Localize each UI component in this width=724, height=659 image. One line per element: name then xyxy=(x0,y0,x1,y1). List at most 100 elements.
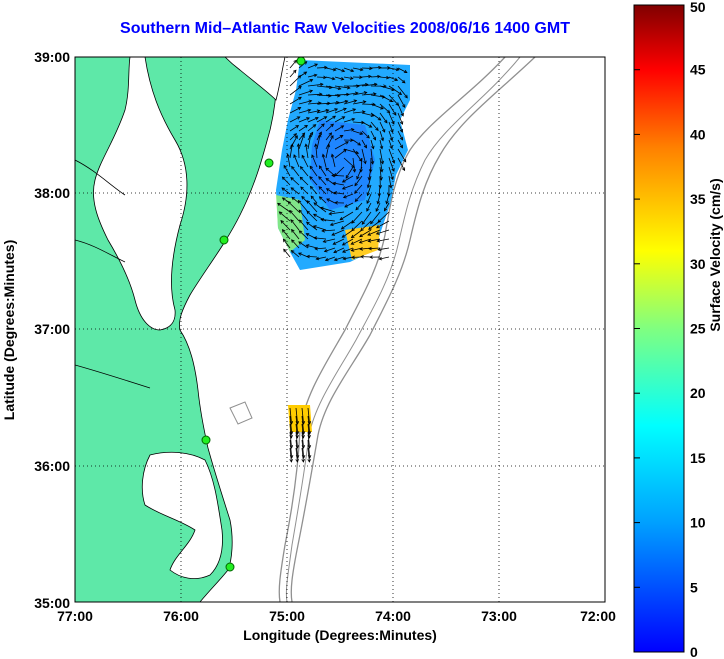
velocity-arrowhead xyxy=(319,82,324,87)
velocity-arrow xyxy=(351,247,363,252)
velocity-arrow xyxy=(295,439,299,458)
velocity-arrow xyxy=(370,94,385,98)
velocity-arrowhead xyxy=(341,234,346,238)
radar-station-marker xyxy=(296,57,306,66)
velocity-arrowhead xyxy=(308,99,313,104)
velocity-arrow xyxy=(368,166,372,180)
velocity-arrow xyxy=(343,256,354,260)
velocity-arrow xyxy=(388,166,394,180)
x-tick-label: 74:00 xyxy=(375,608,411,624)
velocity-arrow xyxy=(361,211,372,225)
velocity-arrow xyxy=(379,166,382,180)
velocity-arrow xyxy=(397,85,408,99)
velocity-arrow xyxy=(307,423,310,438)
velocity-arrow xyxy=(299,176,309,186)
velocity-arrow xyxy=(354,193,363,202)
velocity-arrow xyxy=(384,202,390,211)
velocity-arrowhead xyxy=(368,74,372,79)
velocity-arrowhead xyxy=(316,109,321,113)
velocity-arrow xyxy=(354,184,363,194)
velocity-arrow xyxy=(321,219,336,222)
seamount-contour xyxy=(229,401,253,425)
velocity-arrow xyxy=(379,256,390,260)
velocity-arrowhead xyxy=(372,102,376,107)
plot-frame xyxy=(74,56,606,603)
velocity-arrowhead xyxy=(379,145,384,150)
velocity-arrow xyxy=(309,165,318,177)
velocity-arrow xyxy=(298,143,300,159)
velocity-arrowhead xyxy=(296,143,301,147)
colorbar-tick-label: 15 xyxy=(690,450,706,466)
velocity-arrowhead xyxy=(401,79,406,84)
velocity-arrow xyxy=(388,121,394,133)
velocity-arrowhead xyxy=(306,117,310,121)
velocity-arrow xyxy=(352,101,366,105)
velocity-arrowhead xyxy=(363,160,367,165)
velocity-arrow xyxy=(345,166,354,179)
velocity-arrowhead xyxy=(323,75,327,80)
velocity-arrow xyxy=(334,166,345,177)
velocity-arrow xyxy=(379,139,383,149)
velocity-arrowhead xyxy=(366,200,370,205)
velocity-arrowhead xyxy=(390,129,394,134)
velocity-arrowhead xyxy=(301,154,305,159)
velocity-arrow xyxy=(326,188,336,195)
velocity-arrowhead xyxy=(357,142,362,146)
velocity-arrowhead xyxy=(375,231,380,235)
velocity-arrowhead xyxy=(356,175,360,180)
velocity-arrowhead xyxy=(314,143,318,147)
velocity-arrow xyxy=(379,103,390,113)
velocity-arrow xyxy=(283,165,291,177)
shelf-contour-mid xyxy=(285,57,521,602)
velocity-arrow xyxy=(361,112,374,117)
velocity-arrow xyxy=(298,209,309,222)
colorbar-tick-label: 5 xyxy=(690,579,698,595)
velocity-arrow xyxy=(342,238,354,246)
velocity-arrow xyxy=(306,221,318,231)
velocity-arrow xyxy=(370,148,374,164)
velocity-arrows-south xyxy=(289,407,312,463)
velocity-arrow xyxy=(352,121,365,124)
velocity-arrowhead xyxy=(341,242,346,246)
velocity-arrowhead xyxy=(359,131,364,135)
velocity-arrowhead xyxy=(309,89,314,94)
velocity-arrow xyxy=(379,112,388,124)
velocity-arrow xyxy=(351,220,363,231)
velocity-arrow xyxy=(361,83,377,87)
velocity-arrowhead xyxy=(370,113,375,117)
velocity-arrowhead xyxy=(322,239,327,243)
velocity-arrow xyxy=(333,238,345,245)
velocity-arrow xyxy=(316,134,321,150)
velocity-arrowhead xyxy=(376,200,380,205)
velocity-arrowhead xyxy=(394,77,399,82)
velocity-arrowhead xyxy=(323,249,328,253)
velocity-arrowhead xyxy=(297,199,302,204)
velocity-arrow xyxy=(293,154,300,168)
y-tick-label: 39:00 xyxy=(34,49,70,65)
velocity-arrow xyxy=(356,166,363,180)
velocity-arrowhead xyxy=(399,144,403,149)
velocity-arrow xyxy=(307,447,310,462)
velocity-arrowhead xyxy=(359,169,363,173)
velocity-arrow xyxy=(300,166,309,177)
velocity-arrowhead xyxy=(377,219,382,223)
velocity-arrow xyxy=(379,148,384,164)
velocity-arrowhead xyxy=(349,76,354,80)
velocity-arrow xyxy=(299,219,309,231)
velocity-arrowhead xyxy=(389,137,394,142)
velocity-arrow xyxy=(295,415,299,434)
velocity-arrow xyxy=(316,94,331,97)
velocity-arrowhead xyxy=(377,247,382,252)
velocity-arrowhead xyxy=(308,133,313,138)
velocity-arrowhead xyxy=(320,217,325,222)
velocity-arrow xyxy=(311,154,318,168)
velocity-field-south xyxy=(288,405,312,432)
velocity-arrow xyxy=(377,211,390,223)
velocity-arrowhead xyxy=(370,220,374,225)
velocity-arrowhead xyxy=(294,135,298,139)
velocity-arrow xyxy=(318,186,327,195)
velocity-arrow xyxy=(325,115,336,123)
velocity-arrowhead xyxy=(301,459,305,463)
velocity-arrowhead xyxy=(398,91,403,95)
velocity-arrowhead xyxy=(299,176,304,181)
